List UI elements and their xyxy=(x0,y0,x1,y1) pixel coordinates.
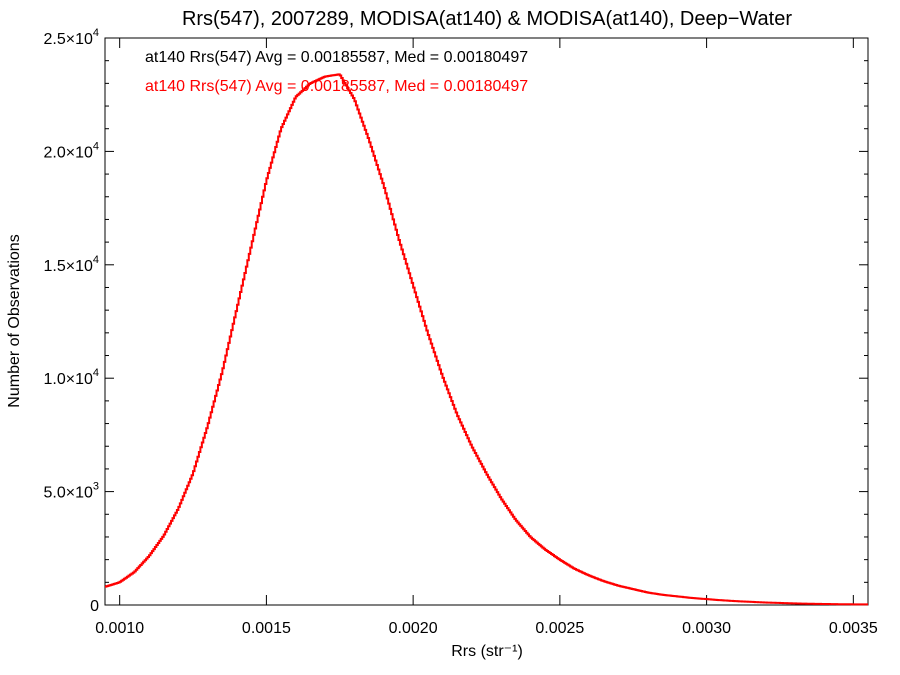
y-tick-mantissa: 2.5×10 xyxy=(43,31,92,48)
y-tick-label: 0 xyxy=(90,598,99,615)
x-tick-label: 0.0035 xyxy=(829,620,878,637)
chart-title: Rrs(547), 2007289, MODISA(at140) & MODIS… xyxy=(182,8,792,30)
y-tick-label: 1.5×104 xyxy=(43,254,99,275)
y-tick-mantissa: 1.5×10 xyxy=(43,258,92,275)
y-axis-label: Number of Observations xyxy=(6,234,23,407)
y-tick-mantissa: 1.0×10 xyxy=(43,371,92,388)
x-tick-label: 0.0010 xyxy=(95,620,144,637)
y-tick-mantissa: 5.0×10 xyxy=(43,485,92,502)
y-tick-mantissa: 2.0×10 xyxy=(43,144,92,161)
y-tick-label: 2.5×104 xyxy=(43,27,99,48)
plot-frame xyxy=(104,37,869,606)
y-tick-exponent: 3 xyxy=(93,481,99,493)
y-tick-exponent: 4 xyxy=(93,27,99,39)
x-tick-label: 0.0025 xyxy=(535,620,584,637)
y-tick-exponent: 4 xyxy=(93,140,99,152)
y-tick-label: 1.0×104 xyxy=(43,367,99,388)
x-tick-label: 0.0020 xyxy=(389,620,438,637)
x-tick-label: 0.0015 xyxy=(242,620,291,637)
annotation-red: at140 Rrs(547) Avg = 0.00185587, Med = 0… xyxy=(145,78,528,95)
x-axis: 0.0010 0.0015 0.0020 0.0025 0.0030 0.0035 xyxy=(95,38,878,637)
series-line-0 xyxy=(105,73,868,606)
y-tick-label: 5.0×103 xyxy=(43,481,99,502)
y-tick-exponent: 4 xyxy=(93,367,99,379)
series-layer xyxy=(105,73,868,606)
annotation-black: at140 Rrs(547) Avg = 0.00185587, Med = 0… xyxy=(145,49,528,66)
x-tick-label: 0.0030 xyxy=(682,620,731,637)
x-axis-label: Rrs (str⁻¹) xyxy=(451,643,523,660)
y-tick-label: 2.0×104 xyxy=(43,140,99,161)
y-tick-exponent: 4 xyxy=(93,254,99,266)
y-tick-mantissa: 0 xyxy=(90,598,99,615)
